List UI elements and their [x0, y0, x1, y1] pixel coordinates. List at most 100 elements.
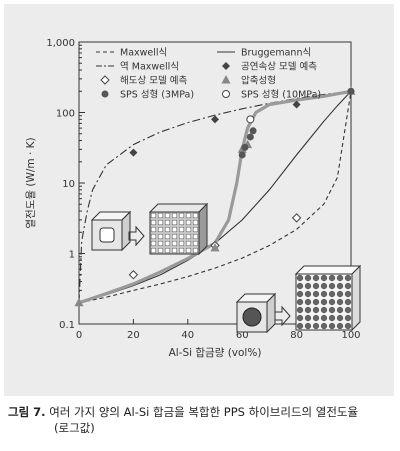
legend-label-cont: 공연속상 모델 예측: [241, 61, 317, 73]
sphere-cell: [336, 298, 344, 306]
sphere-cell: [344, 290, 352, 298]
grid-cell: [192, 240, 199, 247]
sphere-cell: [320, 290, 328, 298]
sphere-cell: [296, 322, 304, 330]
sphere-cell: [320, 274, 328, 282]
grid-cell: [185, 233, 192, 240]
sphere-cell: [296, 306, 304, 314]
sphere-cell: [344, 314, 352, 322]
x-tick-label: 0: [76, 330, 82, 341]
sphere-cell: [304, 282, 312, 290]
sphere-cell: [312, 298, 320, 306]
grid-cell: [178, 233, 185, 240]
sphere-block-top: [294, 265, 362, 275]
x-tick-label: 80: [290, 330, 303, 341]
sphere-cell: [328, 322, 336, 330]
point-cont: [292, 100, 301, 109]
grid-cell: [178, 226, 185, 233]
grid-cell: [171, 240, 178, 247]
sphere-cell: [344, 306, 352, 314]
figure-caption: 그림 7. 여러 가지 양의 Al-Si 합금을 복합한 PPS 하이브리드의 …: [8, 404, 396, 436]
sphere-cell: [328, 274, 336, 282]
sphere-block-side: [351, 264, 361, 332]
point-disp: [128, 270, 139, 280]
sphere-cell: [312, 282, 320, 290]
sphere-cell: [312, 274, 320, 282]
y-tick-label: 1,000: [46, 38, 75, 49]
grid-cell: [164, 226, 171, 233]
grid-block-side: [198, 202, 208, 256]
legend-symbol-sps3: [101, 90, 109, 98]
sphere-cell: [296, 298, 304, 306]
sphere-cell: [336, 290, 344, 298]
x-tick-label: 20: [127, 330, 140, 341]
grid-cell: [192, 219, 199, 226]
sphere-cell: [304, 298, 312, 306]
legend-symbol-cont: [222, 62, 230, 70]
grid-cell: [171, 219, 178, 226]
x-tick-label: 60: [236, 330, 249, 341]
grid-cell: [185, 247, 192, 254]
point-sps3: [241, 143, 249, 151]
sphere-cell: [344, 282, 352, 290]
x-tick-label: 100: [341, 330, 360, 341]
legend-label-bruggemann: Bruggemann식: [241, 48, 311, 59]
grid-cell: [157, 226, 164, 233]
grid-cell: [178, 247, 185, 254]
point-sps3: [347, 87, 355, 95]
grid-cell: [164, 247, 171, 254]
grid-block-face: [149, 211, 200, 255]
sphere-cell: [336, 274, 344, 282]
y-tick-label: 100: [56, 109, 75, 120]
grid-cell: [150, 247, 157, 254]
sphere-cell: [344, 298, 352, 306]
grid-cell: [150, 226, 157, 233]
sphere-cell: [328, 290, 336, 298]
legend-symbol-press: [221, 75, 231, 84]
grid-cell: [171, 226, 178, 233]
point-sps10: [246, 115, 255, 124]
grid-cell: [185, 219, 192, 226]
grid-cell: [150, 212, 157, 219]
sphere-cell: [312, 306, 320, 314]
grid-cell: [171, 233, 178, 240]
point-sps3: [238, 151, 246, 159]
grid-block-top: [148, 203, 209, 213]
sphere-cell: [320, 282, 328, 290]
grid-cell: [171, 212, 178, 219]
sphere-cell: [336, 282, 344, 290]
sphere-cell: [312, 322, 320, 330]
grid-cell: [164, 233, 171, 240]
sphere-cell: [328, 298, 336, 306]
grid-cell: [164, 212, 171, 219]
sphere-cell: [328, 306, 336, 314]
grid-cell: [185, 212, 192, 219]
grid-cell: [178, 212, 185, 219]
point-sps3: [249, 127, 257, 135]
sphere-cell: [344, 322, 352, 330]
point-cont: [129, 148, 138, 157]
sphere-cell: [320, 306, 328, 314]
point-cont: [211, 115, 219, 124]
sphere-cell: [336, 322, 344, 330]
sphere-cell: [312, 314, 320, 322]
x-axis-label: Al-Si 합금량 (vol%): [169, 347, 262, 359]
legend-label-sps10: SPS 성형 (10MPa): [241, 90, 321, 101]
x-tick-label: 40: [181, 330, 194, 341]
y-axis-label: 열전도율 (W/m · K): [25, 137, 37, 228]
grid-cell: [192, 233, 199, 240]
legend-label-sps3: SPS 성형 (3MPa): [120, 90, 194, 101]
grid-cell: [164, 219, 171, 226]
legend-symbol-disp: [100, 75, 110, 85]
grid-cell: [171, 247, 178, 254]
sphere-cell: [336, 314, 344, 322]
series-experimental-fit: [77, 89, 353, 305]
grid-cell: [157, 247, 164, 254]
legend-label-disp: 해도상 모델 예측: [120, 75, 187, 87]
grid-cell: [185, 240, 192, 247]
y-tick-label: 10: [62, 179, 75, 190]
grid-cell: [164, 240, 171, 247]
sphere-cell: [336, 306, 344, 314]
legend-label-maxwell: Maxwell식: [120, 48, 167, 59]
